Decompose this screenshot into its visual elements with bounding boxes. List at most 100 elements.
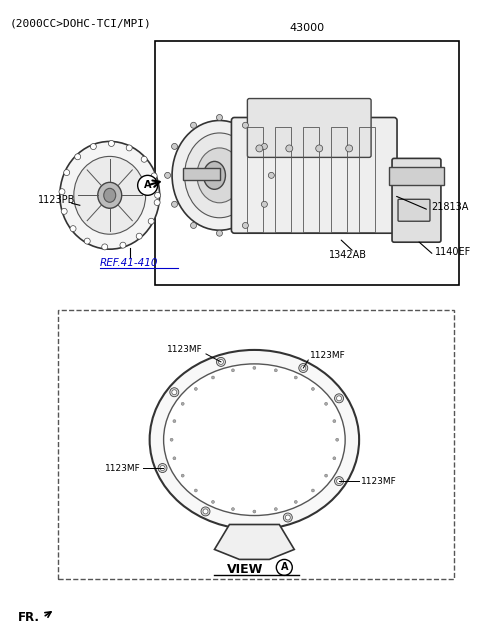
Circle shape <box>158 464 167 473</box>
Circle shape <box>170 438 173 441</box>
Circle shape <box>171 202 178 207</box>
Text: REF.41-410: REF.41-410 <box>100 258 158 268</box>
Circle shape <box>138 175 157 195</box>
FancyBboxPatch shape <box>231 117 397 233</box>
Circle shape <box>173 420 176 422</box>
Circle shape <box>212 376 215 379</box>
Bar <box>276 128 291 232</box>
Circle shape <box>90 144 96 150</box>
Text: 1123MF: 1123MF <box>105 464 141 473</box>
Circle shape <box>59 189 65 195</box>
Circle shape <box>253 510 256 513</box>
Circle shape <box>64 169 70 175</box>
Ellipse shape <box>204 161 226 189</box>
Circle shape <box>294 500 297 503</box>
Text: FR.: FR. <box>18 611 40 624</box>
Text: 1123PB: 1123PB <box>38 195 75 205</box>
Circle shape <box>212 500 215 503</box>
Circle shape <box>136 233 142 239</box>
Circle shape <box>286 145 293 152</box>
Circle shape <box>191 223 196 229</box>
Circle shape <box>294 376 297 379</box>
Bar <box>331 128 347 232</box>
Ellipse shape <box>60 141 160 249</box>
Text: 21813A: 21813A <box>431 202 468 213</box>
Circle shape <box>203 509 208 514</box>
Circle shape <box>216 230 222 236</box>
Circle shape <box>324 403 327 405</box>
Circle shape <box>242 122 248 128</box>
Ellipse shape <box>104 188 116 202</box>
Bar <box>182 168 220 180</box>
Ellipse shape <box>197 148 242 203</box>
Circle shape <box>165 172 170 178</box>
Circle shape <box>324 474 327 477</box>
Bar <box>359 128 375 232</box>
Bar <box>155 40 459 285</box>
Circle shape <box>242 223 248 229</box>
Text: 1123MF: 1123MF <box>167 345 203 354</box>
Circle shape <box>262 143 267 150</box>
Circle shape <box>336 479 342 483</box>
Circle shape <box>173 457 176 460</box>
Circle shape <box>61 209 67 214</box>
Bar <box>303 128 319 232</box>
Circle shape <box>160 465 165 471</box>
Circle shape <box>172 390 177 395</box>
Circle shape <box>285 515 290 520</box>
Circle shape <box>333 457 336 460</box>
Circle shape <box>194 489 197 492</box>
Circle shape <box>231 508 234 510</box>
Text: 1123MF: 1123MF <box>310 351 346 360</box>
Circle shape <box>335 394 344 403</box>
Circle shape <box>154 200 160 205</box>
Ellipse shape <box>150 350 359 530</box>
Bar <box>389 168 444 186</box>
Circle shape <box>155 193 161 198</box>
Circle shape <box>274 369 277 372</box>
Text: VIEW: VIEW <box>227 563 264 576</box>
Circle shape <box>194 387 197 390</box>
Text: A: A <box>280 562 288 573</box>
Ellipse shape <box>172 121 267 230</box>
Circle shape <box>191 122 196 128</box>
Circle shape <box>335 476 344 485</box>
Circle shape <box>108 141 114 146</box>
Circle shape <box>216 358 226 367</box>
Circle shape <box>256 145 263 152</box>
Circle shape <box>141 156 147 162</box>
Ellipse shape <box>74 157 145 234</box>
Circle shape <box>333 420 336 422</box>
Circle shape <box>84 238 90 244</box>
Circle shape <box>312 489 314 492</box>
Circle shape <box>253 367 256 369</box>
Text: A: A <box>144 180 151 190</box>
Text: 1140EF: 1140EF <box>435 247 471 257</box>
Circle shape <box>299 363 308 372</box>
Ellipse shape <box>98 182 122 208</box>
Circle shape <box>336 438 339 441</box>
FancyBboxPatch shape <box>247 98 371 157</box>
Circle shape <box>102 244 108 250</box>
Circle shape <box>316 145 323 152</box>
Circle shape <box>181 403 184 405</box>
FancyBboxPatch shape <box>392 159 441 242</box>
Circle shape <box>231 369 234 372</box>
Circle shape <box>170 388 179 397</box>
Circle shape <box>283 513 292 522</box>
Circle shape <box>181 474 184 477</box>
Text: 1123MF: 1123MF <box>361 476 397 485</box>
Circle shape <box>148 218 154 224</box>
Bar <box>58 310 454 579</box>
Circle shape <box>201 507 210 516</box>
Text: 43000: 43000 <box>289 22 324 33</box>
Circle shape <box>171 143 178 150</box>
Circle shape <box>262 202 267 207</box>
Circle shape <box>312 387 314 390</box>
Circle shape <box>336 396 342 401</box>
Ellipse shape <box>184 133 254 218</box>
Circle shape <box>120 242 126 248</box>
Ellipse shape <box>164 364 345 516</box>
FancyBboxPatch shape <box>398 199 430 221</box>
Polygon shape <box>215 525 294 559</box>
